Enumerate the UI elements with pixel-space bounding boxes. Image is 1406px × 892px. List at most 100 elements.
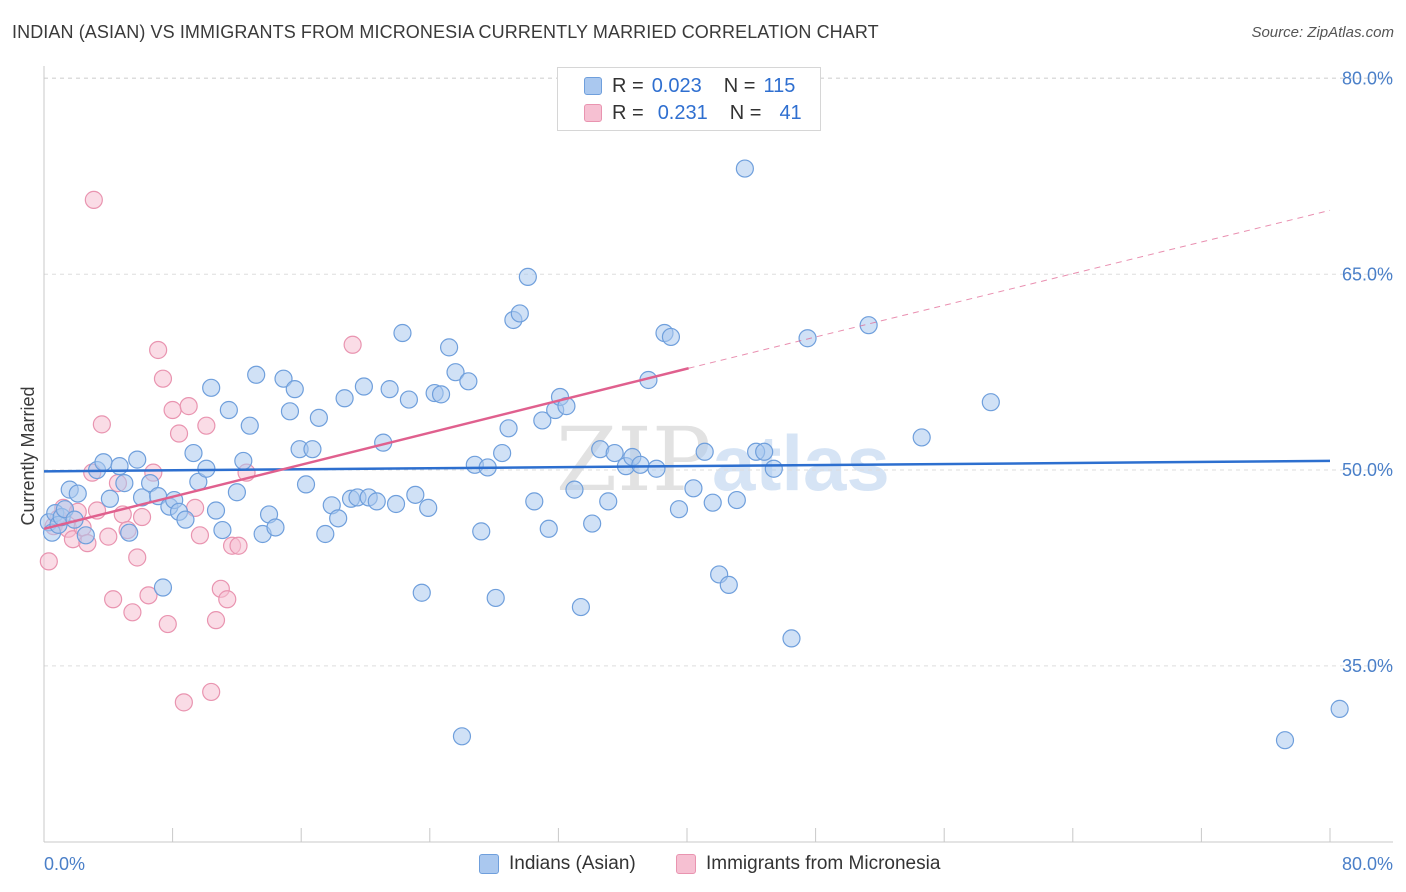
data-point [354,377,373,396]
data-point [493,443,512,463]
data-point [782,629,801,648]
data-point [139,586,158,605]
data-point [755,442,774,461]
data-point [218,590,237,609]
data-point [431,385,451,404]
data-point [499,419,518,438]
data-point [859,316,878,335]
data-point [110,457,129,476]
data-point [727,490,746,510]
data-point [92,415,111,434]
series-legend-micronesia: Immigrants from Micronesia [676,852,940,876]
data-point [140,474,160,493]
data-point [163,400,182,420]
indian-asian-points [39,159,1349,750]
data-point [525,492,544,511]
data-point [631,455,650,474]
series-swatch-blue [479,854,499,874]
data-point [68,484,87,503]
data-point [703,493,722,512]
legend-n-label: N = [723,74,756,97]
correlation-legend: R = 0.023 N = 115 R = 0.231 N = 41 [557,67,821,131]
data-point [240,416,259,435]
data-point [303,440,322,459]
tick-labels: 80.0% 65.0% 50.0% 35.0% 0.0% 80.0% [44,69,1393,874]
data-point [684,479,703,498]
data-point [1275,731,1295,750]
series-swatch-pink [676,854,696,874]
data-point [399,390,419,409]
data-point [695,442,714,461]
data-point [539,519,558,538]
y-tick-label: 35.0% [1342,656,1393,676]
data-point [735,159,754,178]
legend-r-label: R = [612,101,644,124]
source-credit: Source: ZipAtlas.com [1251,24,1394,41]
data-point [128,548,147,567]
data-point [132,507,152,527]
trend-line-micronesia [43,367,689,530]
legend-r-value: 0.023 [651,74,702,97]
series-name-indians: Indians (Asian) [509,853,636,874]
x-tick-label: 80.0% [1342,854,1393,874]
data-point [247,365,266,384]
data-point [94,453,113,472]
data-point [647,459,666,478]
data-point [128,450,147,469]
data-point [669,500,689,519]
data-point [533,411,552,430]
y-tick-label: 80.0% [1342,69,1393,89]
data-point [202,682,221,702]
data-point [184,443,203,463]
data-point [296,475,316,494]
data-point [439,338,459,357]
data-point [213,520,232,540]
data-point [798,329,817,348]
data-point [120,523,139,542]
series-name-micronesia: Immigrants from Micronesia [706,853,941,874]
data-point [197,416,216,435]
data-point [486,588,505,608]
data-point [229,536,248,555]
chart-title: INDIAN (ASIAN) VS IMMIGRANTS FROM MICRON… [12,22,879,42]
data-point [206,501,226,520]
data-point [472,522,491,541]
data-point [605,443,624,463]
data-point [266,518,285,537]
trend-line-indians [43,459,1331,473]
legend-n-value: 41 [779,101,802,124]
data-point [219,400,238,420]
data-point [99,527,118,546]
data-point [343,335,362,354]
data-point [100,489,120,508]
y-tick-label: 65.0% [1342,264,1393,284]
legend-row-indians: R = 0.023 N = 115 [584,74,795,98]
legend-r-label: R = [612,74,644,97]
data-point [202,378,221,397]
data-point [234,451,253,471]
data-point [1330,699,1349,718]
data-point [190,526,210,545]
data-point [981,393,1000,412]
trend-lines [43,209,1331,530]
data-point [274,369,293,388]
data-point [419,498,438,517]
data-point [123,603,142,622]
legend-row-micronesia: R = 0.231 N = 41 [584,101,802,125]
legend-n-label: N = [729,101,762,124]
data-point [459,372,478,391]
data-point [227,483,246,502]
trend-extension-micronesia [688,209,1331,369]
axes [43,66,1393,843]
data-point [393,323,412,343]
data-point [452,727,472,746]
data-point [179,397,198,416]
data-point [280,402,300,421]
y-tick-label: 50.0% [1342,460,1393,480]
data-point [571,597,591,617]
data-point [84,190,103,209]
y-axis-label: Currently Married [18,386,38,525]
data-point [285,380,304,399]
data-point [406,485,425,504]
